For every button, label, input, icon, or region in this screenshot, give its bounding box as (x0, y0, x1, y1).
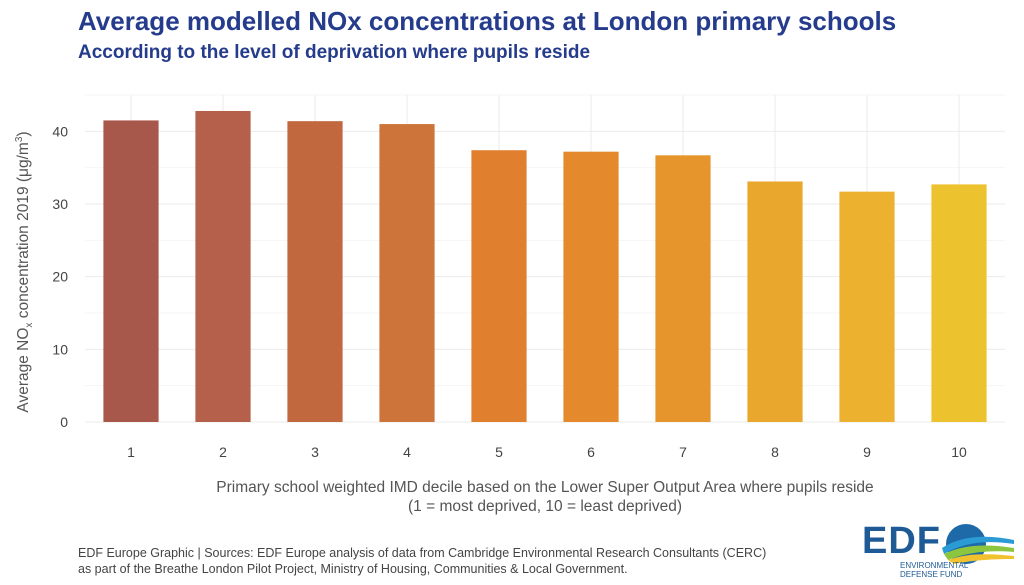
bar-decile-6 (563, 151, 619, 422)
x-tick-label: 3 (311, 444, 319, 460)
logo-wordmark: EDF (862, 520, 941, 562)
x-axis-label-line2: (1 = most deprived, 10 = least deprived) (408, 498, 682, 515)
logo-subtext: ENVIRONMENTAL DEFENSE FUND (900, 561, 969, 579)
y-tick-label: 40 (52, 123, 68, 139)
y-tick-label: 30 (52, 196, 68, 212)
x-tick-label: 7 (679, 444, 687, 460)
x-tick-label: 10 (951, 444, 967, 460)
source-caption: EDF Europe Graphic | Sources: EDF Europe… (78, 546, 766, 577)
source-caption-line1: EDF Europe Graphic | Sources: EDF Europe… (78, 546, 767, 560)
bar-decile-4 (379, 124, 435, 423)
chart-title: Average modelled NOx concentrations at L… (78, 6, 897, 36)
bar-decile-10 (931, 184, 987, 422)
y-tick-label: 10 (52, 341, 68, 357)
x-tick-labels: 1 2 3 4 5 6 7 8 9 10 (127, 444, 967, 460)
source-caption-line2: as part of the Breathe London Pilot Proj… (78, 561, 628, 576)
bars (103, 110, 987, 423)
x-tick-label: 1 (127, 444, 135, 460)
bar-decile-5 (471, 150, 527, 422)
bar-decile-3 (287, 121, 343, 422)
bar-decile-9 (839, 191, 895, 422)
y-tick-label: 20 (52, 269, 68, 285)
edf-globe-icon (942, 524, 1014, 564)
bar-chart: 0 10 20 30 40 1 2 3 4 5 6 7 8 9 10 Average NOx concen… (14, 94, 1005, 460)
x-tick-label: 9 (863, 444, 871, 460)
x-tick-label: 5 (495, 444, 503, 460)
x-tick-label: 6 (587, 444, 595, 460)
bar-decile-8 (747, 181, 803, 422)
y-tick-labels: 0 10 20 30 40 (52, 123, 68, 430)
x-axis-label: Primary school weighted IMD decile based… (90, 478, 1000, 516)
chart-subtitle: According to the level of deprivation wh… (78, 42, 591, 63)
bar-decile-1 (103, 120, 159, 422)
x-tick-label: 2 (219, 444, 227, 460)
x-tick-label: 4 (403, 444, 411, 460)
y-tick-label: 0 (60, 414, 68, 430)
y-axis-label: Average NOx concentration 2019 (μg/m3) (14, 131, 35, 412)
edf-logo: EDF ENVIRONMENTAL DEFENSE FUND (858, 520, 1018, 582)
x-tick-label: 8 (771, 444, 779, 460)
bar-decile-2 (195, 110, 251, 422)
bar-decile-7 (655, 155, 711, 422)
x-axis-label-line1: Primary school weighted IMD decile based… (216, 479, 874, 496)
